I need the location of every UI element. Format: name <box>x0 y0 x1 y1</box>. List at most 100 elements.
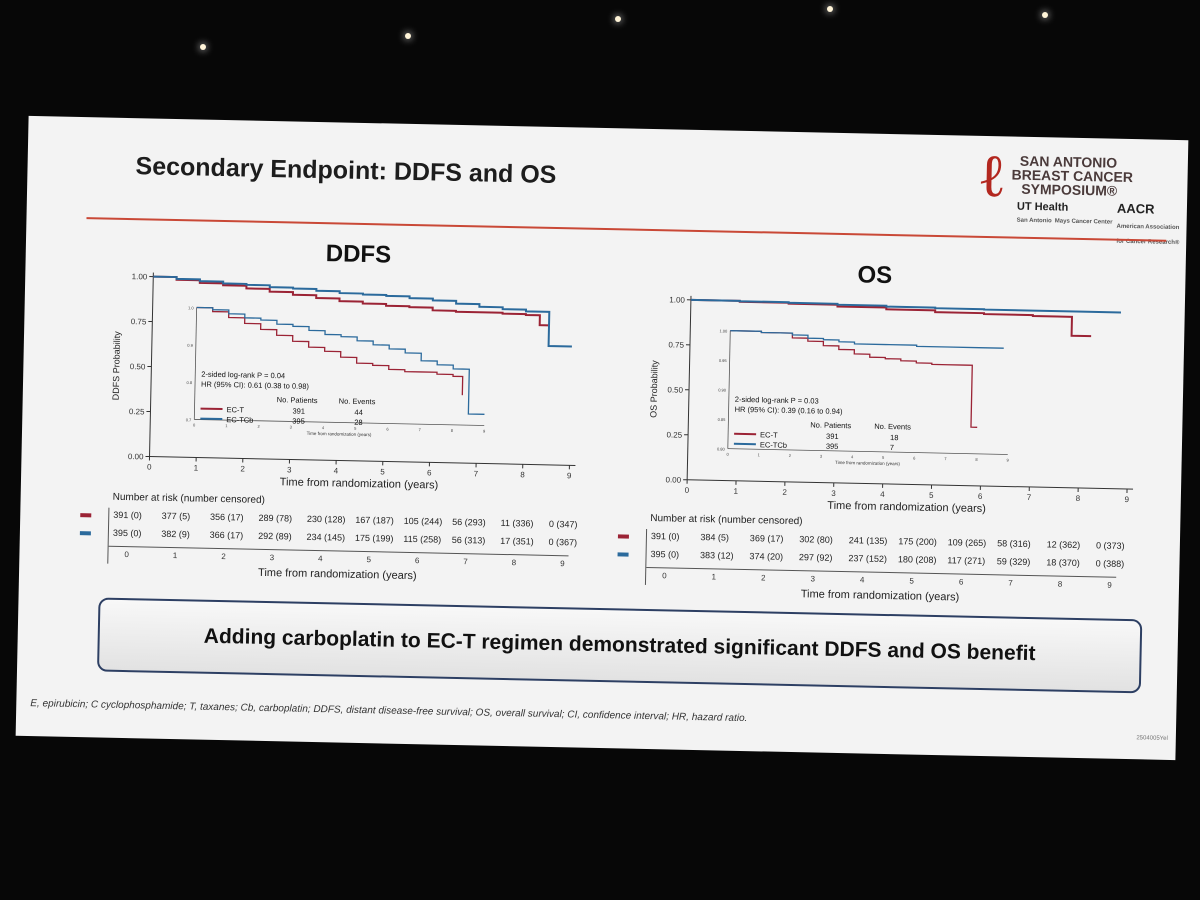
x-tick-label: 2 <box>240 464 245 473</box>
ut-health-name: UT Health <box>1016 200 1069 214</box>
km-curve-ec-tcb <box>153 275 572 348</box>
risk-tick-label: 0 <box>124 550 130 560</box>
risk-cell: 391 (0) <box>650 531 680 542</box>
risk-cell: 237 (152) <box>848 553 888 564</box>
x-tick-label: 5 <box>929 491 934 500</box>
inset-x-tick-label: 7 <box>419 427 422 432</box>
col-header-patients: No. Patients <box>277 395 318 405</box>
risk-axis <box>108 545 569 557</box>
inset-curve-ectcb <box>196 306 485 415</box>
col-header-events: No. Events <box>339 396 376 406</box>
risk-cell: 180 (208) <box>897 554 937 566</box>
os-risk-title: Number at risk (number censored) <box>650 513 803 528</box>
inset-x-tick-label: 1 <box>225 423 228 428</box>
x-tick-label: 1 <box>194 463 199 472</box>
inset-y-tick-label: 0.7 <box>186 417 192 422</box>
events-ec-tcb: 7 <box>890 443 894 452</box>
x-tick-label: 8 <box>520 470 525 479</box>
ddfs-risk-title: Number at risk (number censored) <box>112 491 266 506</box>
risk-cell: 175 (199) <box>354 532 394 544</box>
patients-ec-tcb: 395 <box>826 442 839 451</box>
x-tick-label: 1 <box>733 487 738 496</box>
risk-cell: 109 (265) <box>947 537 987 549</box>
patients-ec-tcb: 395 <box>292 417 305 426</box>
y-axis <box>149 272 154 457</box>
legend-arm-ec-tcb: EC-TCb <box>226 415 253 425</box>
risk-tick-label: 4 <box>859 575 865 585</box>
inset-x-axis <box>727 448 1008 455</box>
events-ec-tcb: 28 <box>354 418 363 427</box>
inset-x-tick-label: 3 <box>290 424 293 429</box>
risk-tick-label: 5 <box>366 555 372 565</box>
risk-cell: 17 (351) <box>500 535 534 547</box>
y-axis-label: DDFS Probability <box>111 331 122 401</box>
risk-cell: 377 (5) <box>161 510 191 522</box>
events-ec-t: 44 <box>354 408 363 417</box>
ect-swatch <box>80 513 92 518</box>
x-tick-label: 6 <box>427 468 432 477</box>
risk-tick-label: 0 <box>662 571 667 581</box>
risk-tick-label: 7 <box>1008 578 1013 588</box>
slide-title: Secondary Endpoint: DDFS and OS <box>135 152 557 189</box>
inset-y-axis <box>193 307 198 420</box>
inset-curve-ectcb <box>730 330 1004 349</box>
risk-cell: 234 (145) <box>306 531 346 543</box>
y-tick-label: 1.00 <box>132 272 148 281</box>
risk-cell: 0 (373) <box>1096 540 1125 551</box>
aacr-sub1: American Association <box>1116 223 1180 232</box>
risk-cell: 115 (258) <box>403 533 442 545</box>
risk-x-axis-label: Time from randomization (years) <box>800 588 960 604</box>
y-tick-label: 0.75 <box>131 317 147 326</box>
y-tick-label: 0.50 <box>130 362 146 371</box>
events-ec-t: 18 <box>890 433 899 442</box>
inset-x-tick-label: 4 <box>322 425 325 430</box>
risk-cell: 59 (329) <box>996 556 1031 567</box>
inset-x-tick-label: 1 <box>758 452 761 457</box>
y-tick-label: 0.25 <box>666 430 682 439</box>
risk-tick-label: 9 <box>1107 580 1112 590</box>
risk-cell: 374 (20) <box>749 551 784 562</box>
legend-arm-ec-t: EC-T <box>226 405 244 414</box>
inset-y-tick-label: 0.9 <box>187 343 193 348</box>
col-header-events: No. Events <box>874 422 911 432</box>
x-tick-label: 2 <box>782 488 787 497</box>
x-axis <box>149 456 576 466</box>
ceiling-light <box>1042 12 1048 18</box>
risk-cell: 167 (187) <box>355 514 394 526</box>
risk-cell: 297 (92) <box>798 552 833 563</box>
inset-y-tick-label: 0.85 <box>718 417 727 422</box>
inset-x-tick-label: 8 <box>451 428 454 433</box>
inset-x-tick-label: 2 <box>789 453 792 458</box>
x-axis <box>687 479 1134 490</box>
aacr-name: AACR <box>1116 200 1155 217</box>
risk-x-axis-label: Time from randomization (years) <box>257 566 417 583</box>
inset-x-tick-label: 7 <box>944 456 947 461</box>
patients-ec-t: 391 <box>292 407 305 416</box>
inset-x-tick-label: 4 <box>851 454 854 459</box>
x-tick-label: 4 <box>334 466 339 475</box>
inset-x-tick-label: 0 <box>193 422 196 427</box>
risk-cell: 0 (347) <box>548 518 578 530</box>
sabcs-ribbon-icon: ℓ <box>976 140 1008 212</box>
inset-x-tick-label: 5 <box>882 455 885 460</box>
inset-x-tick-label: 8 <box>975 457 978 462</box>
risk-cell: 391 (0) <box>113 509 142 521</box>
y-tick-label: 0.50 <box>667 385 683 394</box>
risk-tick-label: 1 <box>711 572 717 582</box>
inset-y-tick-label: 1.00 <box>719 328 728 333</box>
inset-y-tick-label: 0.80 <box>717 446 726 451</box>
x-axis-label: Time from randomization (years) <box>827 500 986 515</box>
risk-tick-label: 1 <box>172 551 178 561</box>
risk-cell: 369 (17) <box>749 533 784 544</box>
inset-curve-ect <box>730 330 978 428</box>
abbreviations-footnote: E, epirubicin; C cyclophosphamide; T, ta… <box>30 698 748 725</box>
risk-tick-label: 4 <box>317 554 323 564</box>
risk-tick-label: 5 <box>909 576 914 586</box>
inset-x-axis-label: Time from randomization (years) <box>835 460 900 466</box>
patients-ec-t: 391 <box>826 432 839 441</box>
inset-x-axis-label: Time from randomization (years) <box>307 431 372 437</box>
risk-cell: 18 (370) <box>1046 557 1080 569</box>
inset-y-tick-label: 1.0 <box>188 305 194 310</box>
x-tick-label: 9 <box>1125 495 1130 504</box>
